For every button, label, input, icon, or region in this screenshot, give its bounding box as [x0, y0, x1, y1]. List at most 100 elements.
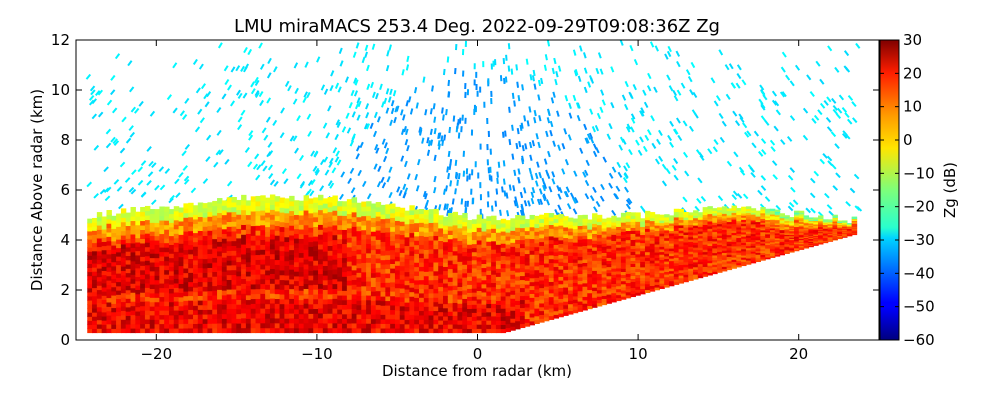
layer-cell	[587, 267, 593, 271]
layer-cell	[721, 206, 728, 210]
layer-cell	[274, 205, 281, 212]
layer-cell	[250, 225, 257, 231]
layer-cell	[582, 282, 588, 287]
layer-cell	[683, 212, 689, 216]
layer-cell	[332, 234, 338, 241]
layer-cell	[592, 219, 598, 224]
layer-cell	[265, 303, 271, 310]
layer-cell	[471, 279, 478, 285]
layer-cell	[284, 255, 290, 262]
layer-cell	[779, 214, 785, 217]
layer-cell	[370, 272, 377, 278]
layer-cell	[443, 278, 449, 284]
layer-cell	[385, 318, 391, 324]
layer-cell	[553, 310, 560, 315]
noise-speckle	[642, 89, 647, 96]
layer-cell	[101, 299, 108, 305]
layer-cell	[274, 201, 281, 207]
layer-cell	[351, 245, 358, 252]
layer-cell	[269, 322, 276, 329]
layer-cell	[188, 295, 194, 301]
layer-cell	[274, 322, 281, 329]
layer-cell	[106, 319, 112, 325]
layer-cell	[457, 257, 463, 262]
layer-cell	[380, 232, 386, 238]
layer-cell	[707, 245, 713, 249]
layer-cell	[529, 218, 535, 224]
layer-cell	[721, 231, 728, 235]
layer-cell	[543, 220, 550, 226]
layer-cell	[563, 272, 569, 277]
layer-cell	[188, 207, 194, 213]
layer-cell	[231, 197, 237, 203]
layer-cell	[255, 220, 261, 226]
layer-cell	[452, 323, 459, 329]
layer-cell	[120, 283, 127, 289]
layer-cell	[765, 212, 771, 215]
layer-cell	[731, 232, 737, 236]
layer-cell	[231, 308, 237, 314]
layer-cell	[702, 261, 709, 265]
layer-cell	[669, 250, 675, 254]
layer-cell	[164, 220, 170, 226]
layer-cell	[414, 288, 420, 294]
layer-cell	[697, 270, 704, 274]
layer-cell	[188, 267, 194, 273]
layer-cell	[221, 285, 228, 291]
noise-speckle	[440, 135, 444, 142]
layer-cell	[356, 276, 362, 283]
layer-cell	[693, 220, 699, 224]
layer-cell	[96, 255, 103, 260]
layer-cell	[173, 273, 180, 279]
noise-speckle	[625, 162, 631, 169]
layer-cell	[418, 283, 425, 289]
layer-cell	[616, 250, 622, 254]
noise-speckle	[832, 185, 839, 191]
layer-cell	[144, 323, 151, 329]
noise-speckle	[446, 56, 450, 63]
layer-cell	[563, 297, 569, 302]
layer-cell	[125, 251, 132, 257]
layer-cell	[534, 231, 540, 236]
noise-speckle	[352, 51, 357, 58]
layer-cell	[688, 253, 694, 257]
layer-cell	[457, 219, 463, 225]
layer-cell	[183, 240, 189, 246]
noise-speckle	[172, 62, 178, 69]
layer-cell	[327, 313, 334, 319]
layer-cell	[202, 249, 209, 255]
layer-cell	[789, 249, 795, 252]
layer-cell	[380, 250, 386, 256]
noise-speckle	[529, 74, 533, 81]
layer-cell	[149, 275, 156, 281]
layer-cell	[409, 241, 415, 247]
layer-cell	[87, 238, 93, 244]
layer-cell	[173, 255, 180, 261]
layer-cell	[563, 223, 569, 228]
layer-cell	[524, 322, 531, 327]
noise-speckle	[476, 90, 479, 97]
layer-cell	[279, 260, 285, 266]
noise-speckle	[479, 143, 482, 150]
noise-speckle	[454, 68, 457, 75]
layer-cell	[135, 272, 141, 278]
layer-cell	[106, 236, 112, 242]
layer-cell	[572, 279, 579, 283]
noise-speckle	[447, 79, 451, 87]
layer-cell	[120, 248, 127, 254]
layer-cell	[577, 263, 584, 268]
layer-cell	[471, 231, 478, 237]
noise-speckle	[528, 106, 532, 113]
layer-cell	[568, 307, 574, 312]
layer-cell	[577, 252, 584, 257]
layer-cell	[173, 206, 180, 212]
noise-speckle	[817, 109, 823, 116]
layer-cell	[760, 216, 766, 220]
layer-cell	[697, 230, 704, 234]
layer-cell	[568, 262, 574, 267]
layer-cell	[721, 213, 728, 217]
noise-speckle	[557, 144, 561, 151]
layer-cell	[289, 264, 295, 270]
layer-cell	[173, 224, 180, 230]
layer-cell	[630, 212, 636, 216]
